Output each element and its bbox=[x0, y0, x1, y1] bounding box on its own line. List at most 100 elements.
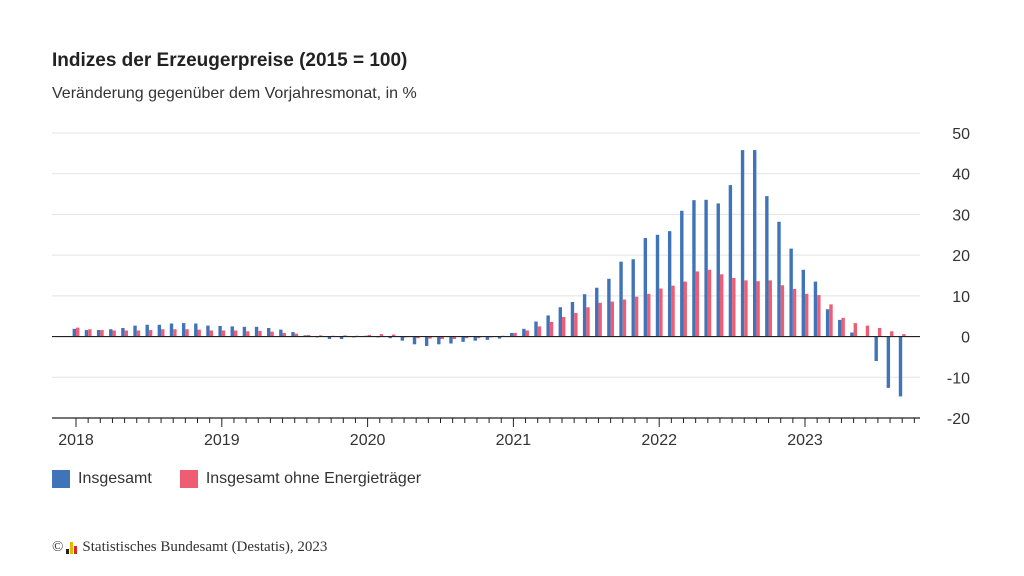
data-bar bbox=[680, 210, 684, 337]
data-bar bbox=[634, 296, 639, 337]
data-bar bbox=[704, 199, 708, 337]
data-bar bbox=[789, 248, 793, 337]
data-bar bbox=[279, 329, 283, 337]
data-bar bbox=[570, 301, 575, 337]
data-bar bbox=[537, 326, 542, 337]
data-bar bbox=[647, 293, 651, 337]
data-bar bbox=[185, 329, 189, 337]
data-bar bbox=[753, 150, 757, 337]
data-bar bbox=[902, 334, 906, 337]
data-bar bbox=[100, 330, 104, 337]
y-tick-label: 50 bbox=[952, 126, 970, 143]
data-bar bbox=[246, 331, 250, 337]
data-bar bbox=[197, 329, 201, 337]
data-bar bbox=[230, 326, 234, 337]
data-bar bbox=[270, 331, 274, 337]
legend: Insgesamt Insgesamt ohne Energieträger bbox=[52, 470, 449, 488]
data-bar bbox=[242, 326, 247, 337]
data-bar bbox=[643, 238, 648, 337]
data-bar bbox=[76, 327, 80, 337]
data-bar bbox=[379, 334, 384, 337]
data-bar bbox=[497, 336, 502, 339]
data-bar bbox=[595, 287, 599, 337]
data-bar bbox=[558, 307, 562, 337]
data-bar bbox=[148, 330, 153, 337]
data-bar bbox=[319, 335, 323, 337]
data-bar bbox=[562, 317, 566, 337]
data-bar bbox=[598, 302, 602, 337]
data-bar bbox=[756, 281, 760, 337]
data-bar bbox=[780, 285, 785, 337]
data-bar bbox=[206, 325, 210, 337]
data-bar bbox=[84, 330, 89, 337]
data-bar bbox=[886, 336, 891, 388]
data-bar bbox=[850, 332, 854, 337]
data-bar bbox=[452, 336, 457, 340]
data-bar bbox=[659, 288, 663, 337]
x-tick-label: 2018 bbox=[58, 432, 94, 449]
data-bar bbox=[485, 336, 490, 340]
data-bar bbox=[732, 277, 736, 337]
data-bar bbox=[728, 185, 733, 337]
legend-swatch-red bbox=[179, 470, 198, 488]
data-bar bbox=[655, 234, 660, 337]
legend-swatch-blue bbox=[52, 470, 70, 488]
data-bar bbox=[428, 336, 432, 339]
data-bar bbox=[88, 329, 92, 337]
data-bar bbox=[221, 330, 226, 337]
data-bar bbox=[510, 332, 514, 337]
data-bar bbox=[367, 334, 371, 337]
data-bar bbox=[865, 325, 870, 337]
data-bar bbox=[740, 150, 745, 337]
legend-item-insgesamt[interactable]: Insgesamt bbox=[52, 470, 152, 488]
x-tick-label: 2022 bbox=[641, 432, 677, 449]
data-bar bbox=[339, 336, 344, 340]
data-bar bbox=[671, 285, 675, 337]
data-bar bbox=[898, 336, 903, 397]
data-bar bbox=[574, 312, 578, 337]
x-tick-label: 2021 bbox=[496, 432, 532, 449]
data-bar bbox=[464, 336, 469, 339]
y-tick-label: 30 bbox=[952, 207, 970, 224]
y-tick-label: 10 bbox=[952, 289, 970, 306]
data-bar bbox=[619, 261, 623, 337]
data-bar bbox=[586, 307, 590, 337]
data-bar bbox=[112, 330, 116, 337]
legend-item-ohne-energie[interactable]: Insgesamt ohne Energieträger bbox=[179, 470, 421, 488]
data-bar bbox=[424, 336, 429, 346]
y-tick-label: -20 bbox=[947, 411, 970, 428]
data-bar bbox=[805, 293, 809, 337]
data-bar bbox=[707, 269, 712, 337]
data-bar bbox=[631, 259, 635, 337]
data-bar bbox=[476, 336, 481, 339]
data-bar bbox=[692, 200, 696, 337]
data-bar bbox=[801, 269, 805, 337]
data-bar bbox=[473, 336, 477, 341]
x-tick-label: 2023 bbox=[787, 432, 823, 449]
data-bar bbox=[792, 288, 797, 337]
x-tick-label: 2019 bbox=[204, 432, 240, 449]
chart-subtitle: Veränderung gegenüber dem Vorjahresmonat… bbox=[52, 85, 417, 102]
data-bar bbox=[209, 330, 214, 337]
data-bar bbox=[667, 231, 672, 337]
x-tick-label: 2020 bbox=[350, 432, 386, 449]
data-bar bbox=[157, 324, 162, 337]
y-tick-label: 40 bbox=[952, 167, 970, 184]
data-bar bbox=[534, 321, 538, 337]
data-bar bbox=[610, 301, 614, 337]
data-bar bbox=[254, 326, 259, 337]
data-bar bbox=[525, 330, 529, 337]
data-bar bbox=[96, 330, 101, 337]
data-bar bbox=[813, 281, 818, 337]
data-bar bbox=[825, 309, 830, 337]
source-footer: © Statistisches Bundesamt (Destatis), 20… bbox=[52, 539, 327, 556]
data-bar bbox=[267, 328, 271, 337]
data-bar bbox=[549, 321, 554, 337]
y-tick-label: -10 bbox=[947, 370, 970, 387]
data-bar bbox=[877, 328, 882, 337]
data-bar bbox=[817, 295, 821, 337]
copyright-symbol: © bbox=[52, 539, 64, 555]
source-text: Statistisches Bundesamt (Destatis), 2023 bbox=[82, 539, 328, 555]
data-bar bbox=[218, 325, 222, 337]
